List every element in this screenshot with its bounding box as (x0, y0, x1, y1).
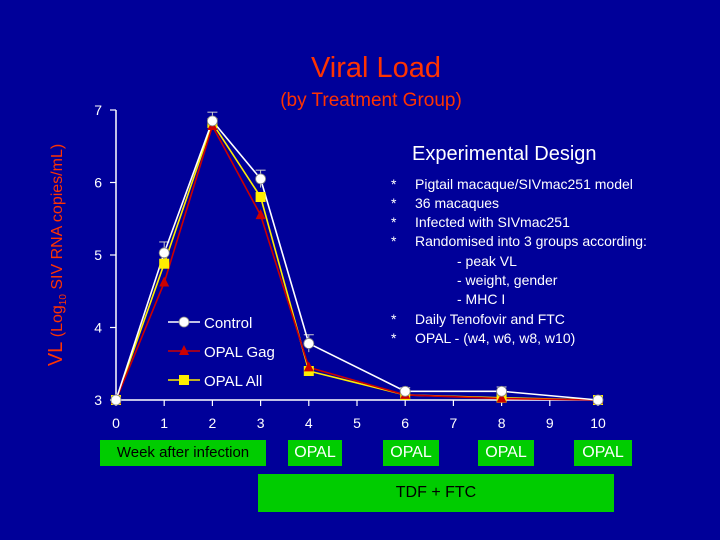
design-item: Daily Tenofovir and FTC (415, 311, 565, 327)
design-bullet: * (391, 214, 397, 230)
y-tick-label: 3 (94, 392, 102, 408)
x-tick-label: 9 (546, 415, 554, 431)
design-item: OPAL - (w4, w6, w8, w10) (415, 330, 576, 346)
x-tick-label: 7 (450, 415, 458, 431)
x-tick-label: 3 (257, 415, 265, 431)
x-tick-label: 0 (112, 415, 120, 431)
series-line-control (115, 119, 599, 401)
data-point-opal-gag (255, 209, 266, 220)
y-tick-label: 6 (94, 175, 102, 191)
design-item: - peak VL (457, 253, 517, 269)
data-point-opal-all (159, 258, 170, 269)
opal-box-w4: OPAL (288, 440, 342, 466)
chart-subtitle: (by Treatment Group) (280, 90, 462, 111)
data-point-control (496, 385, 508, 397)
x-tick-label: 10 (590, 415, 606, 431)
design-bullet: * (391, 311, 397, 327)
data-point-opal-all (255, 192, 266, 202)
legend-label: OPAL All (204, 373, 262, 390)
data-point-opal-gag (303, 361, 314, 372)
design-bullet: * (391, 176, 397, 192)
x-tick-label: 2 (209, 415, 217, 431)
design-bullet: * (391, 233, 397, 249)
opal-box-w10: OPAL (574, 440, 632, 466)
design-bullet: * (391, 195, 397, 211)
x-tick-label: 5 (353, 415, 361, 431)
legend-label: OPAL Gag (204, 344, 275, 361)
design-item: - weight, gender (457, 272, 558, 288)
series-line-opal-gag (115, 123, 599, 401)
data-point-control (255, 173, 267, 185)
y-tick-label: 7 (94, 102, 102, 118)
tdf-ftc-box: TDF + FTC (258, 474, 614, 512)
data-point-opal-gag (496, 392, 507, 403)
data-point-opal-gag (159, 276, 170, 287)
y-tick-label: 5 (94, 247, 102, 263)
x-axis-label: Week after infection (100, 440, 266, 466)
legend-marker (178, 316, 190, 328)
data-point-control (592, 394, 604, 406)
data-point-control (110, 394, 122, 406)
design-item: Randomised into 3 groups according: (415, 233, 647, 249)
y-tick-label: 4 (94, 320, 102, 336)
legend-marker (179, 375, 189, 385)
data-point-control (399, 385, 411, 397)
x-tick-label: 6 (401, 415, 409, 431)
data-point-control (206, 115, 218, 127)
legend-label: Control (204, 315, 252, 332)
chart-title: Viral Load (310, 52, 442, 84)
design-title: Experimental Design (412, 143, 597, 165)
x-tick-label: 1 (160, 415, 168, 431)
x-tick-label: 8 (498, 415, 506, 431)
opal-box-w8: OPAL (478, 440, 534, 466)
legend-marker (179, 345, 189, 355)
design-item: Infected with SIVmac251 (415, 214, 570, 230)
design-item: Pigtail macaque/SIVmac251 model (415, 176, 633, 192)
x-tick-label: 4 (305, 415, 313, 431)
design-item: - MHC I (457, 291, 506, 307)
opal-box-w6: OPAL (383, 440, 439, 466)
design-bullet: * (391, 330, 397, 346)
design-item: 36 macaques (415, 195, 500, 211)
data-point-control (158, 247, 170, 259)
data-point-control (303, 338, 315, 349)
